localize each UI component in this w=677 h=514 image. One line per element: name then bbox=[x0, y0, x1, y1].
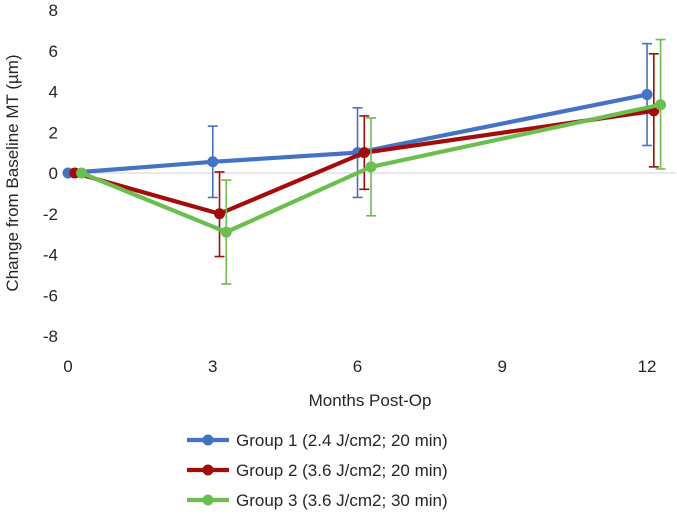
legend-label: Group 3 (3.6 J/cm2; 30 min) bbox=[236, 491, 448, 510]
series-2 bbox=[69, 53, 660, 258]
legend-item-2: Group 2 (3.6 J/cm2; 20 min) bbox=[187, 461, 448, 480]
legend: Group 1 (2.4 J/cm2; 20 min) Group 2 (3.6 … bbox=[187, 431, 448, 510]
y-tick-label: -6 bbox=[43, 286, 58, 305]
data-point bbox=[214, 208, 226, 220]
legend-swatch-marker bbox=[202, 434, 214, 446]
series-line bbox=[74, 108, 655, 216]
series-line bbox=[80, 102, 661, 235]
data-point bbox=[207, 156, 219, 168]
series-layer bbox=[62, 38, 667, 285]
y-axis-title: Change from Baseline MT (µm) bbox=[3, 54, 22, 291]
data-point bbox=[220, 226, 232, 238]
x-tick-label: 3 bbox=[208, 357, 217, 376]
x-tick-label: 9 bbox=[498, 357, 507, 376]
series-line bbox=[67, 92, 648, 176]
y-tick-label: 6 bbox=[49, 42, 58, 61]
y-tick-label: 0 bbox=[49, 164, 58, 183]
legend-label: Group 2 (3.6 J/cm2; 20 min) bbox=[236, 461, 448, 480]
legend-label: Group 1 (2.4 J/cm2; 20 min) bbox=[236, 431, 448, 450]
axes: -8 -6 -4 -2 0 2 4 6 8 0 3 6 9 12 bbox=[43, 1, 676, 376]
series-3 bbox=[76, 38, 667, 285]
series-1 bbox=[62, 42, 653, 199]
y-tick-label: 8 bbox=[49, 1, 58, 20]
y-tick-label: -8 bbox=[43, 327, 58, 346]
legend-item-1: Group 1 (2.4 J/cm2; 20 min) bbox=[187, 431, 448, 450]
x-tick-label: 6 bbox=[353, 357, 362, 376]
data-point bbox=[76, 167, 88, 179]
y-tick-label: -4 bbox=[43, 246, 58, 265]
y-tick-label: -2 bbox=[43, 205, 58, 224]
data-point bbox=[358, 147, 370, 159]
y-tick-label: 4 bbox=[49, 83, 58, 102]
data-point bbox=[655, 99, 667, 111]
data-point bbox=[641, 89, 653, 101]
data-point bbox=[365, 161, 377, 173]
legend-item-3: Group 3 (3.6 J/cm2; 30 min) bbox=[187, 491, 448, 510]
legend-swatch-marker bbox=[202, 494, 214, 506]
x-tick-label: 0 bbox=[63, 357, 72, 376]
y-tick-label: 2 bbox=[49, 123, 58, 142]
legend-swatch-marker bbox=[202, 464, 214, 476]
x-tick-label: 12 bbox=[638, 357, 657, 376]
x-axis-title: Months Post-Op bbox=[309, 391, 432, 410]
